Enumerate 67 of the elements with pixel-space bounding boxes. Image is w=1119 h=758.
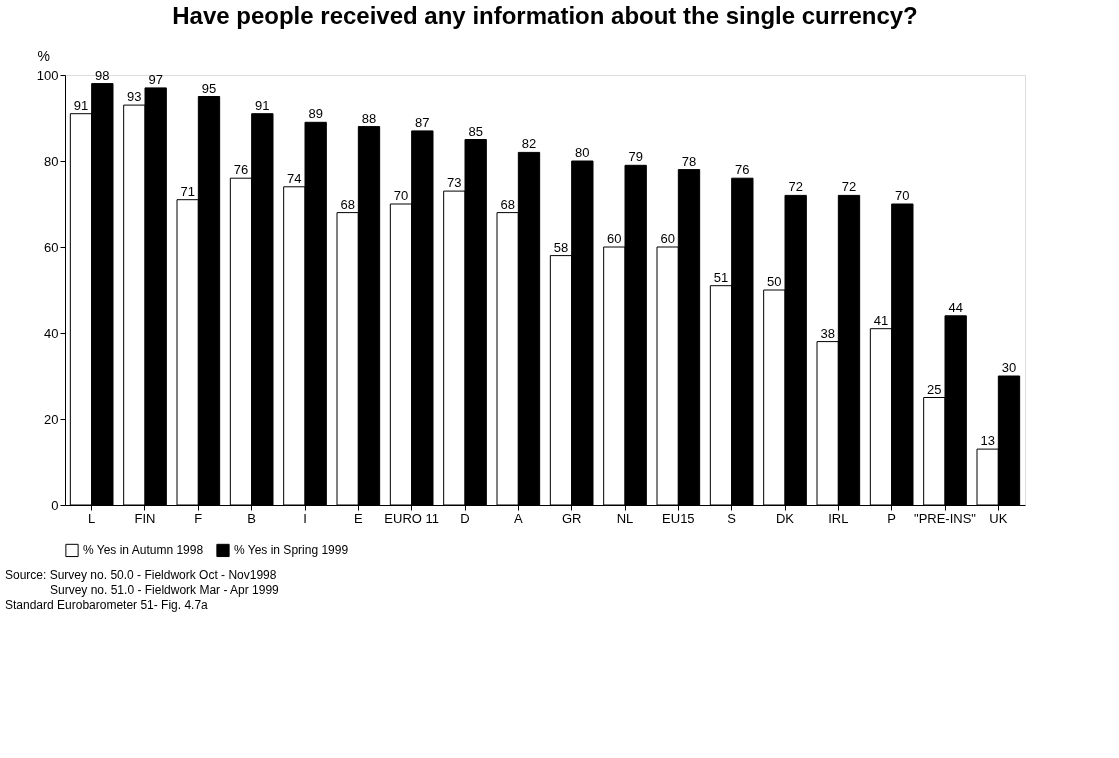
data-label: 89 xyxy=(308,106,323,122)
x-tick-label: EURO 11 xyxy=(384,510,439,526)
data-label: 91 xyxy=(73,97,89,113)
data-label: 70 xyxy=(895,188,910,203)
x-tick-label: UK xyxy=(989,510,1008,526)
x-tick-label: P xyxy=(887,510,896,526)
data-label: 41 xyxy=(873,312,889,328)
data-label: 13 xyxy=(980,433,995,449)
x-tick-label: EU15 xyxy=(662,510,695,526)
legend-label: % Yes in Spring 1999 xyxy=(234,543,349,558)
text: Survey no. 51.0 - Fieldwork Mar - Apr 1999 xyxy=(50,583,280,597)
data-label: 93 xyxy=(127,89,142,105)
data-label: 30 xyxy=(1001,360,1017,375)
data-label: 68 xyxy=(340,196,355,212)
x-tick-label: L xyxy=(88,510,96,526)
x-tick-label: E xyxy=(354,510,363,526)
data-label: 82 xyxy=(521,136,537,152)
y-tick-label: 20 xyxy=(44,411,59,427)
data-label: 95 xyxy=(201,80,217,96)
text: Standard Eurobarometer 51- Fig. 4.7a xyxy=(5,598,209,612)
data-label: 50 xyxy=(767,274,782,289)
y-tick-label: 0 xyxy=(51,497,59,513)
x-tick-label: GR xyxy=(561,510,582,526)
chart-title: Have people received any information about the single currency? xyxy=(172,2,918,29)
data-label: 78 xyxy=(681,153,697,169)
x-tick-label: DK xyxy=(775,510,795,526)
x-tick-label: IRL xyxy=(828,510,849,526)
data-label: 76 xyxy=(735,162,750,178)
x-tick-label: FIN xyxy=(134,510,156,526)
data-label: 51 xyxy=(713,269,729,285)
data-label: 98 xyxy=(95,67,110,83)
data-label: 79 xyxy=(628,149,643,165)
x-tick-label: I xyxy=(303,510,307,526)
x-tick-label: D xyxy=(460,510,470,526)
data-label: 70 xyxy=(393,188,409,203)
x-tick-label: F xyxy=(194,510,203,526)
data-label: 60 xyxy=(660,231,675,246)
data-label: 85 xyxy=(468,123,483,139)
source-note: Source: Survey no. 50.0 - Fieldwork Oct - Nov1998 xyxy=(5,568,277,582)
data-label: 44 xyxy=(948,299,963,315)
y-tick-label: 100 xyxy=(36,67,59,83)
data-label: 60 xyxy=(607,231,622,246)
y-tick-label: 40 xyxy=(44,325,59,341)
data-label: 91 xyxy=(255,97,270,113)
x-tick-label: B xyxy=(247,510,256,526)
data-label: 87 xyxy=(415,114,430,130)
data-label: 88 xyxy=(361,110,377,126)
y-axis-title: % xyxy=(37,47,50,64)
data-label: 72 xyxy=(788,179,803,195)
data-label: 80 xyxy=(575,145,590,160)
data-label: 58 xyxy=(553,239,569,255)
data-label: 76 xyxy=(233,162,249,178)
data-label: 74 xyxy=(287,170,302,186)
data-label: 38 xyxy=(820,325,835,341)
data-label: 73 xyxy=(447,175,462,191)
x-tick-label: A xyxy=(514,510,523,526)
x-tick-label: S xyxy=(727,510,737,526)
data-label: 97 xyxy=(148,71,163,87)
x-tick-label: "PRE-INS" xyxy=(914,510,977,526)
y-tick-label: 60 xyxy=(44,239,59,255)
data-label: 72 xyxy=(841,179,857,195)
x-tick-label: NL xyxy=(616,510,634,526)
data-label: 25 xyxy=(927,381,942,397)
data-label: 71 xyxy=(180,183,195,199)
legend-label: % Yes in Autumn 1998 xyxy=(83,543,204,558)
data-label: 68 xyxy=(500,196,515,212)
y-tick-label: 80 xyxy=(44,153,59,169)
